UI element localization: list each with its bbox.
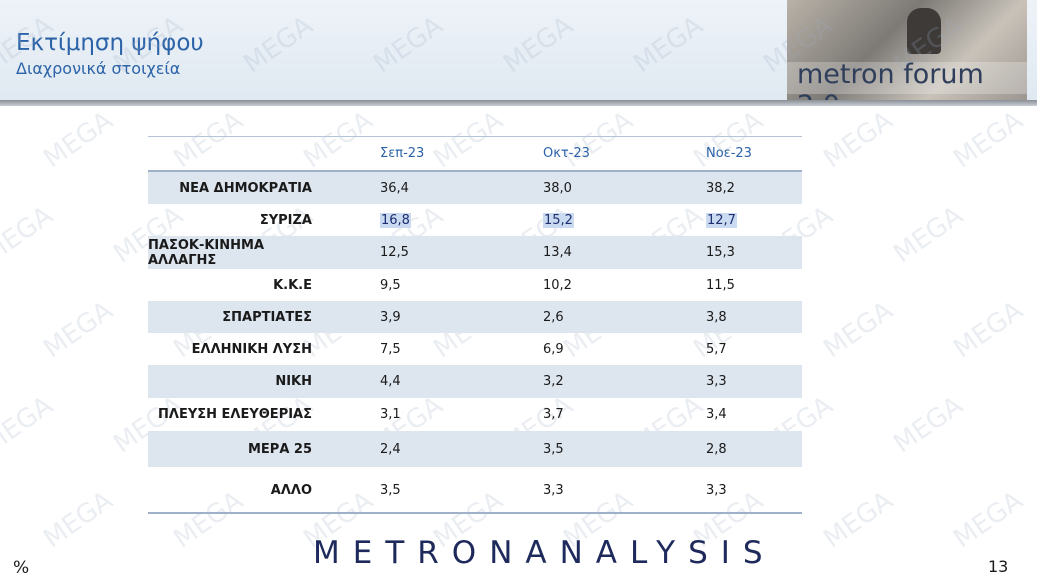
mega-watermark: MEGA — [818, 485, 899, 555]
value-cell: 38,0 — [543, 180, 572, 196]
table-row: ΝΙΚΗ 4,4 3,2 3,3 — [148, 365, 802, 398]
page-subtitle: Διαχρονικά στοιχεία — [16, 59, 181, 78]
party-name: ΕΛΛΗΝΙΚΗ ΛΥΣΗ — [191, 341, 312, 357]
value-cell: 12,5 — [380, 245, 409, 260]
logo-text: metron forum 2.0 — [797, 59, 984, 100]
party-name: ΠΛΕΥΣΗ ΕΛΕΥΘΕΡΙΑΣ — [158, 407, 312, 422]
table-row: ΠΑΣΟΚ-ΚΙΝΗΜΑ ΑΛΛΑΓΗΣ 12,5 13,4 15,3 — [148, 236, 802, 269]
value-cell: 13,4 — [543, 245, 572, 260]
value-cell: 4,4 — [380, 374, 401, 389]
value-cell: 2,4 — [380, 441, 401, 457]
value-cell: 3,7 — [543, 407, 564, 422]
logo-photo-figure — [907, 8, 941, 54]
value-cell: 3,3 — [706, 482, 727, 498]
metron-analysis-wordmark: METRONANALYSIS — [313, 535, 776, 571]
mega-watermark: MEGA — [0, 200, 59, 270]
party-name: ΣΠΑΡΤΙΑΤΕΣ — [222, 309, 312, 325]
table-row: Κ.Κ.Ε 9,5 10,2 11,5 — [148, 269, 802, 301]
value-cell: 38,2 — [706, 180, 735, 196]
value-cell: 7,5 — [380, 341, 401, 357]
party-name: ΑΛΛΟ — [270, 482, 312, 498]
table-row: ΑΛΛΟ 3,5 3,3 3,3 — [148, 467, 802, 513]
value-cell: 10,2 — [543, 277, 572, 293]
value-cell: 15,3 — [706, 245, 735, 260]
column-header-nov: Νοε-23 — [706, 146, 752, 161]
value-cell: 15,2 — [543, 212, 574, 228]
value-cell: 2,8 — [706, 441, 727, 457]
table-bottom-rule — [148, 512, 802, 514]
party-name: Κ.Κ.Ε — [273, 277, 312, 293]
mega-watermark: MEGA — [888, 200, 969, 270]
mega-watermark: MEGA — [948, 295, 1029, 365]
table-row: ΠΛΕΥΣΗ ΕΛΕΥΘΕΡΙΑΣ 3,1 3,7 3,4 — [148, 398, 802, 431]
metron-forum-logo: metron forum 2.0 — [787, 0, 1027, 100]
mega-watermark: MEGA — [948, 105, 1029, 175]
value-cell: 3,5 — [543, 441, 564, 457]
value-cell: 3,3 — [706, 374, 727, 389]
column-header-sep: Σεπ-23 — [380, 146, 425, 161]
value-cell: 3,2 — [543, 374, 564, 389]
party-name: ΝΙΚΗ — [275, 374, 312, 389]
mega-watermark: MEGA — [0, 390, 59, 460]
party-name: ΣΥΡΙΖΑ — [259, 212, 312, 228]
unit-label: % — [13, 558, 30, 578]
table-row: ΕΛΛΗΝΙΚΗ ΛΥΣΗ 7,5 6,9 5,7 — [148, 333, 802, 365]
value-cell: 6,9 — [543, 341, 564, 357]
mega-watermark: MEGA — [38, 485, 119, 555]
value-cell: 5,7 — [706, 341, 727, 357]
header-divider — [0, 100, 1037, 106]
value-cell: 9,5 — [380, 277, 401, 293]
value-cell: 11,5 — [706, 277, 735, 293]
value-cell: 3,1 — [380, 407, 401, 422]
mega-watermark: MEGA — [948, 485, 1029, 555]
table-row: ΜΕΡΑ 25 2,4 3,5 2,8 — [148, 431, 802, 467]
party-name: ΝΕΑ ΔΗΜΟΚΡΑΤΙΑ — [179, 180, 312, 196]
mega-watermark: MEGA — [38, 295, 119, 365]
vote-estimate-table: Σεπ-23 Οκτ-23 Νοε-23 ΝΕΑ ΔΗΜΟΚΡΑΤΙΑ 36,4… — [148, 136, 802, 513]
table-row: ΝΕΑ ΔΗΜΟΚΡΑΤΙΑ 36,4 38,0 38,2 — [148, 172, 802, 204]
page-title: Εκτίμηση ψήφου — [16, 30, 204, 56]
value-cell: 3,4 — [706, 407, 727, 422]
value-cell: 3,3 — [543, 482, 564, 498]
table-row: ΣΥΡΙΖΑ 16,8 15,2 12,7 — [148, 204, 802, 236]
party-name: ΠΑΣΟΚ-ΚΙΝΗΜΑ ΑΛΛΑΓΗΣ — [148, 237, 265, 268]
party-name: ΜΕΡΑ 25 — [247, 441, 312, 457]
value-cell: 3,8 — [706, 309, 727, 325]
mega-watermark: MEGA — [38, 105, 119, 175]
mega-watermark: MEGA — [888, 390, 969, 460]
mega-watermark: MEGA — [818, 295, 899, 365]
value-cell: 2,6 — [543, 309, 564, 325]
value-cell: 3,9 — [380, 309, 401, 325]
page-number: 13 — [988, 557, 1009, 576]
value-cell: 36,4 — [380, 180, 409, 196]
table-header-row: Σεπ-23 Οκτ-23 Νοε-23 — [148, 136, 802, 172]
value-cell: 12,7 — [706, 212, 737, 228]
column-header-oct: Οκτ-23 — [543, 146, 590, 161]
value-cell: 16,8 — [380, 212, 411, 228]
mega-watermark: MEGA — [818, 105, 899, 175]
value-cell: 3,5 — [380, 482, 401, 498]
table-row: ΣΠΑΡΤΙΑΤΕΣ 3,9 2,6 3,8 — [148, 301, 802, 333]
